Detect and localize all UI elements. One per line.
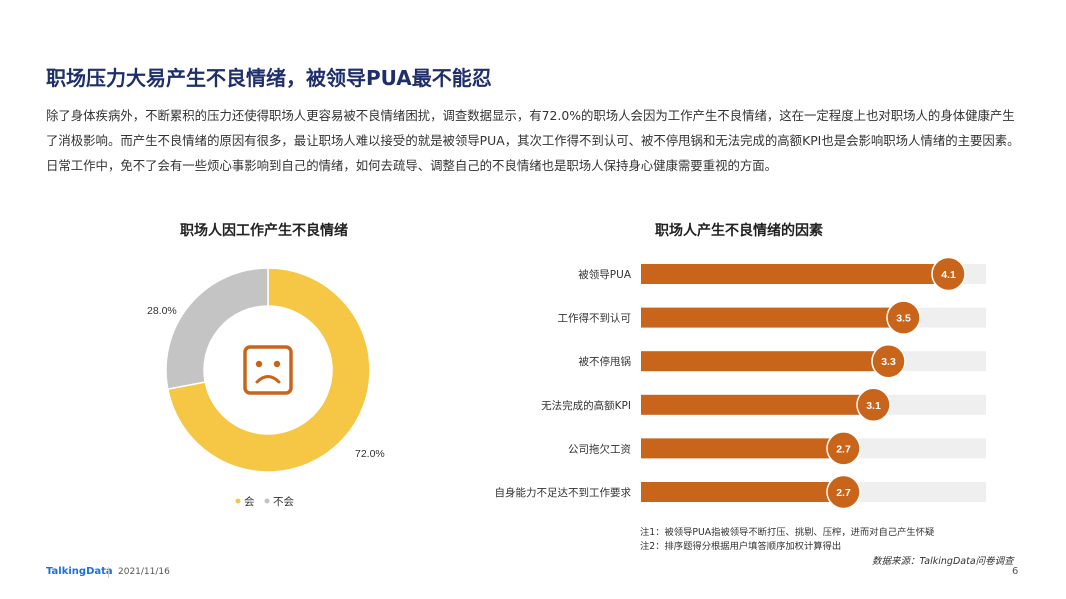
- sad-face-icon: [243, 345, 293, 395]
- value-label: 3.1: [866, 400, 881, 412]
- slice-label: 72.0%: [355, 448, 385, 460]
- bar: [641, 394, 874, 415]
- bar: [641, 482, 844, 502]
- legend-marker: [235, 498, 241, 504]
- slide-title: 职场压力大易产生不良情绪，被领导PUA最不能忍: [46, 66, 492, 90]
- note-2: 注2：排序题得分根据用户填答顺序加权计算得出: [640, 541, 842, 552]
- bar: [641, 438, 844, 459]
- value-label: 2.7: [836, 487, 851, 499]
- summary-line-3: 日常工作中，免不了会有一些烦心事影响到自己的情绪，如何去疏导、调整自己的不良情绪…: [46, 158, 778, 173]
- note-1: 注1：被领导PUA指被领导不断打压、挑剔、压榨，进而对自己产生怀疑: [640, 527, 935, 538]
- data-source: 数据来源：TalkingData问卷调查: [872, 556, 1014, 567]
- value-badge: [871, 343, 906, 379]
- category-label: 被领导PUA: [578, 268, 632, 281]
- bar-chart-title: 职场人产生不良情绪的因素: [655, 223, 823, 239]
- value-label: 2.7: [836, 443, 851, 455]
- page-number: 6: [1012, 566, 1019, 577]
- footer-divider: [108, 567, 109, 578]
- category-label: 无法完成的高额KPI: [541, 399, 631, 412]
- summary-line-2: 了消极影响。而产生不良情绪的原因有很多，最让职场人难以接受的就是被领导PUA，其…: [46, 133, 1020, 148]
- bar: [641, 351, 889, 372]
- brand-logo: TalkingData: [46, 566, 113, 577]
- legend-marker: [264, 498, 270, 504]
- legend-label: 不会: [273, 495, 294, 508]
- summary-line-1: 除了身体疾病外，不断累积的压力还使得职场人更容易被不良情绪困扰，调查数据显示，有…: [46, 108, 1015, 123]
- donut-slice: [165, 267, 269, 390]
- donut-hole: [204, 306, 332, 434]
- footer-date: 2021/11/16: [118, 567, 170, 577]
- value-label: 3.3: [881, 356, 896, 368]
- value-badge: [826, 474, 861, 510]
- category-label: 被不停甩锅: [579, 355, 632, 368]
- value-label: 4.1: [941, 269, 956, 281]
- donut-slice: [166, 267, 371, 473]
- value-badge: [856, 387, 891, 423]
- value-label: 3.5: [896, 313, 911, 325]
- category-label: 工作得不到认可: [558, 312, 632, 325]
- bar: [641, 264, 949, 284]
- value-badge: [886, 300, 921, 335]
- slice-label: 28.0%: [147, 305, 177, 317]
- donut-chart-title: 职场人因工作产生不良情绪: [180, 223, 348, 239]
- value-badge: [931, 256, 966, 292]
- category-label: 公司拖欠工资: [568, 442, 631, 455]
- value-badge: [826, 431, 861, 466]
- legend-label: 会: [244, 495, 255, 508]
- bar: [641, 307, 904, 328]
- summary-paragraph: 除了身体疾病外，不断累积的压力还使得职场人更容易被不良情绪困扰，调查数据显示，有…: [46, 103, 1036, 178]
- category-label: 自身能力不足达不到工作要求: [495, 486, 632, 499]
